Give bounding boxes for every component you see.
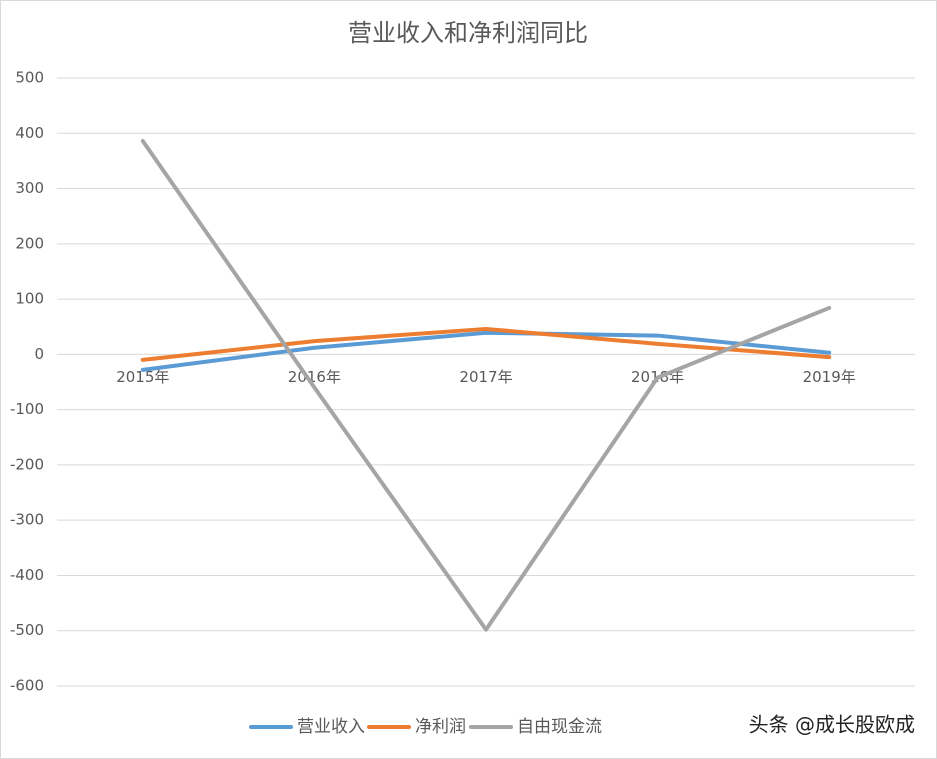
y-tick-label: 500 [15,69,44,87]
y-tick-label: 0 [34,345,44,363]
y-tick-label: -100 [10,400,44,418]
y-tick-label: -600 [10,677,44,695]
series-line [140,139,832,632]
x-tick-label: 2019年 [803,368,856,386]
legend-label: 自由现金流 [517,717,602,737]
chart-title: 营业收入和净利润同比 [348,19,588,47]
watermark: 头条 @成长股欧成 [749,713,915,737]
x-tick-label: 2016年 [288,368,341,386]
y-tick-label: 300 [15,179,44,197]
legend-label: 净利润 [415,717,466,737]
y-tick-label: -400 [10,566,44,584]
series-line [140,330,832,372]
y-tick-label: -500 [10,621,44,639]
y-tick-label: 100 [15,290,44,308]
series-line [140,326,832,362]
x-tick-label: 2017年 [459,368,512,386]
x-tick-label: 2015年 [116,368,169,386]
y-tick-label: 200 [15,234,44,252]
legend-label: 营业收入 [297,717,365,737]
y-tick-label: -200 [10,455,44,473]
y-tick-label: 400 [15,124,44,142]
y-tick-label: -300 [10,511,44,529]
